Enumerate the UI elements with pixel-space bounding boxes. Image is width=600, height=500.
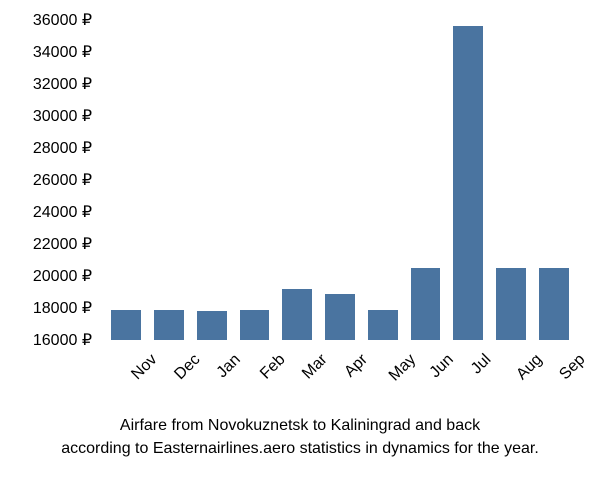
plot-area (105, 20, 575, 340)
airfare-chart: 16000 ₽ 18000 ₽ 20000 ₽ 22000 ₽ 24000 ₽ 26000… (20, 20, 580, 400)
y-tick-label: 24000 ₽ (33, 202, 92, 222)
caption-line-2: according to Easternairlines.aero statis… (61, 440, 539, 457)
x-tick-label: Apr (341, 351, 371, 381)
y-tick-label: 20000 ₽ (33, 266, 92, 286)
bar (496, 268, 526, 340)
y-tick-label: 22000 ₽ (33, 234, 92, 254)
y-tick-label: 16000 ₽ (33, 330, 92, 350)
x-tick-label: Sep (556, 351, 589, 384)
y-axis: 16000 ₽18000 ₽20000 ₽22000 ₽24000 ₽26000… (20, 20, 100, 340)
x-tick-label: Jul (468, 351, 495, 378)
bar (240, 310, 270, 340)
y-tick-label: 28000 ₽ (33, 138, 92, 158)
y-tick-label: 36000 ₽ (33, 10, 92, 30)
bar (154, 310, 184, 340)
chart-caption: Airfare from Novokuznetsk to Kaliningrad… (0, 415, 600, 460)
bar (453, 26, 483, 340)
bar (411, 268, 441, 340)
x-axis: NovDecJanFebMarAprMayJunJulAugSep (105, 345, 575, 400)
x-tick-label: Nov (129, 351, 162, 384)
bar (325, 294, 355, 340)
x-tick-label: May (386, 351, 420, 385)
caption-line-1: Airfare from Novokuznetsk to Kaliningrad… (120, 417, 480, 434)
x-tick-label: Aug (513, 351, 546, 384)
y-tick-label: 34000 ₽ (33, 42, 92, 62)
x-tick-label: Jan (213, 351, 244, 382)
x-tick-label: Mar (299, 351, 331, 383)
bar (368, 310, 398, 340)
bar (539, 268, 569, 340)
x-tick-label: Jun (427, 351, 458, 382)
x-tick-label: Feb (257, 351, 289, 383)
bar (282, 289, 312, 340)
y-tick-label: 32000 ₽ (33, 74, 92, 94)
y-tick-label: 26000 ₽ (33, 170, 92, 190)
bar (111, 310, 141, 340)
y-tick-label: 30000 ₽ (33, 106, 92, 126)
x-tick-label: Dec (171, 351, 204, 384)
bar (197, 311, 227, 340)
y-tick-label: 18000 ₽ (33, 298, 92, 318)
